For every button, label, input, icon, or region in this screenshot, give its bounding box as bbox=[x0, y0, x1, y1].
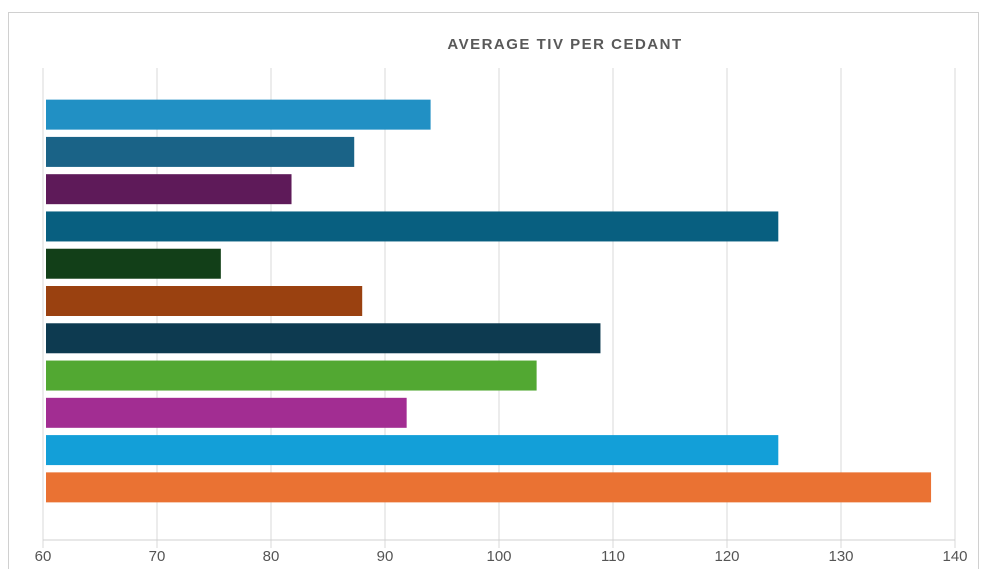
bar bbox=[46, 174, 292, 205]
x-tick-label: 120 bbox=[714, 548, 739, 565]
bar bbox=[46, 211, 779, 242]
bar bbox=[46, 286, 363, 316]
x-tick-label: 80 bbox=[263, 548, 280, 565]
x-tick-label: 60 bbox=[35, 548, 52, 565]
chart-title: AVERAGE TIV PER CEDANT bbox=[447, 36, 682, 53]
x-tick-label: 140 bbox=[942, 548, 967, 565]
x-tick-label: 90 bbox=[377, 548, 394, 565]
x-tick-label: 100 bbox=[486, 548, 511, 565]
bar bbox=[46, 435, 779, 466]
bar bbox=[46, 99, 431, 130]
bar bbox=[46, 472, 932, 503]
bar bbox=[46, 360, 537, 391]
bar bbox=[46, 397, 407, 428]
bar bbox=[46, 248, 221, 279]
bar bbox=[46, 136, 355, 167]
bar bbox=[46, 323, 601, 354]
x-tick-label: 110 bbox=[601, 548, 625, 565]
x-tick-label: 70 bbox=[149, 548, 166, 565]
x-tick-label: 130 bbox=[828, 548, 853, 565]
